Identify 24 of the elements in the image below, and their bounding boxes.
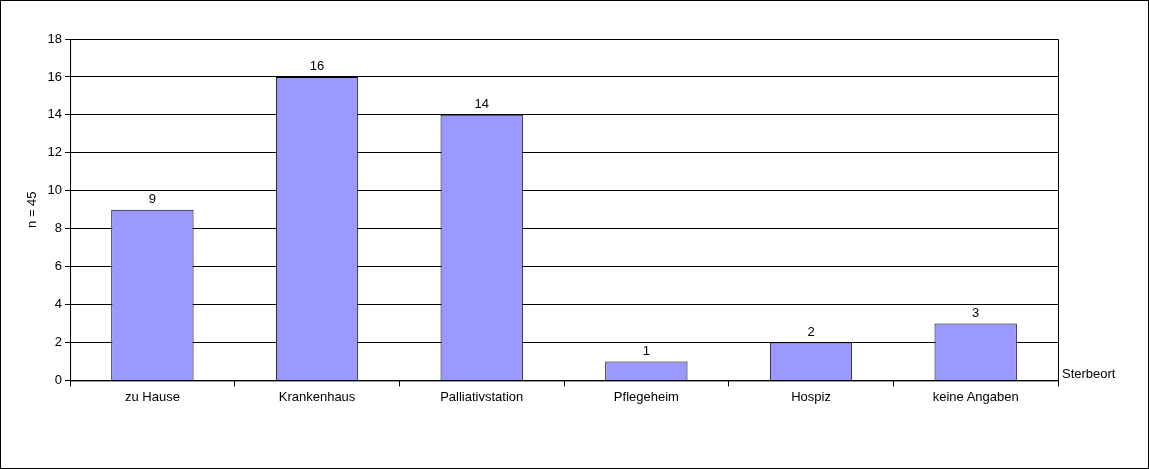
y-tick-label: 4 <box>54 296 63 312</box>
x-tick-label: Krankenhaus <box>278 388 356 404</box>
y-tick-label: 14 <box>47 106 63 122</box>
data-label: 2 <box>807 323 815 339</box>
y-tick-label: 0 <box>54 371 63 387</box>
x-tick-label: Palliativstation <box>440 388 524 404</box>
y-tick-label: 2 <box>54 334 63 350</box>
y-tick-label: 10 <box>47 182 63 198</box>
y-tick-label: 16 <box>47 68 63 84</box>
y-tick-label: 18 <box>47 30 63 46</box>
y-tick-label: 8 <box>54 220 63 236</box>
x-tick-label: keine Angaben <box>932 388 1019 404</box>
y-tick-label: 6 <box>54 258 63 274</box>
y-tick-label: 12 <box>47 144 63 160</box>
x-tick-label: zu Hause <box>124 388 180 404</box>
data-label: 1 <box>642 342 650 358</box>
x-tick-label: Pflegeheim <box>613 388 679 404</box>
x-tick-label: Hospiz <box>791 388 831 404</box>
data-label: 16 <box>309 58 325 74</box>
data-label: 9 <box>148 190 157 206</box>
x-axis-title: Sterbeort <box>1062 365 1116 381</box>
y-axis-title: n = 45 <box>24 191 40 228</box>
data-label: 3 <box>972 304 980 320</box>
data-label: 14 <box>474 95 489 111</box>
